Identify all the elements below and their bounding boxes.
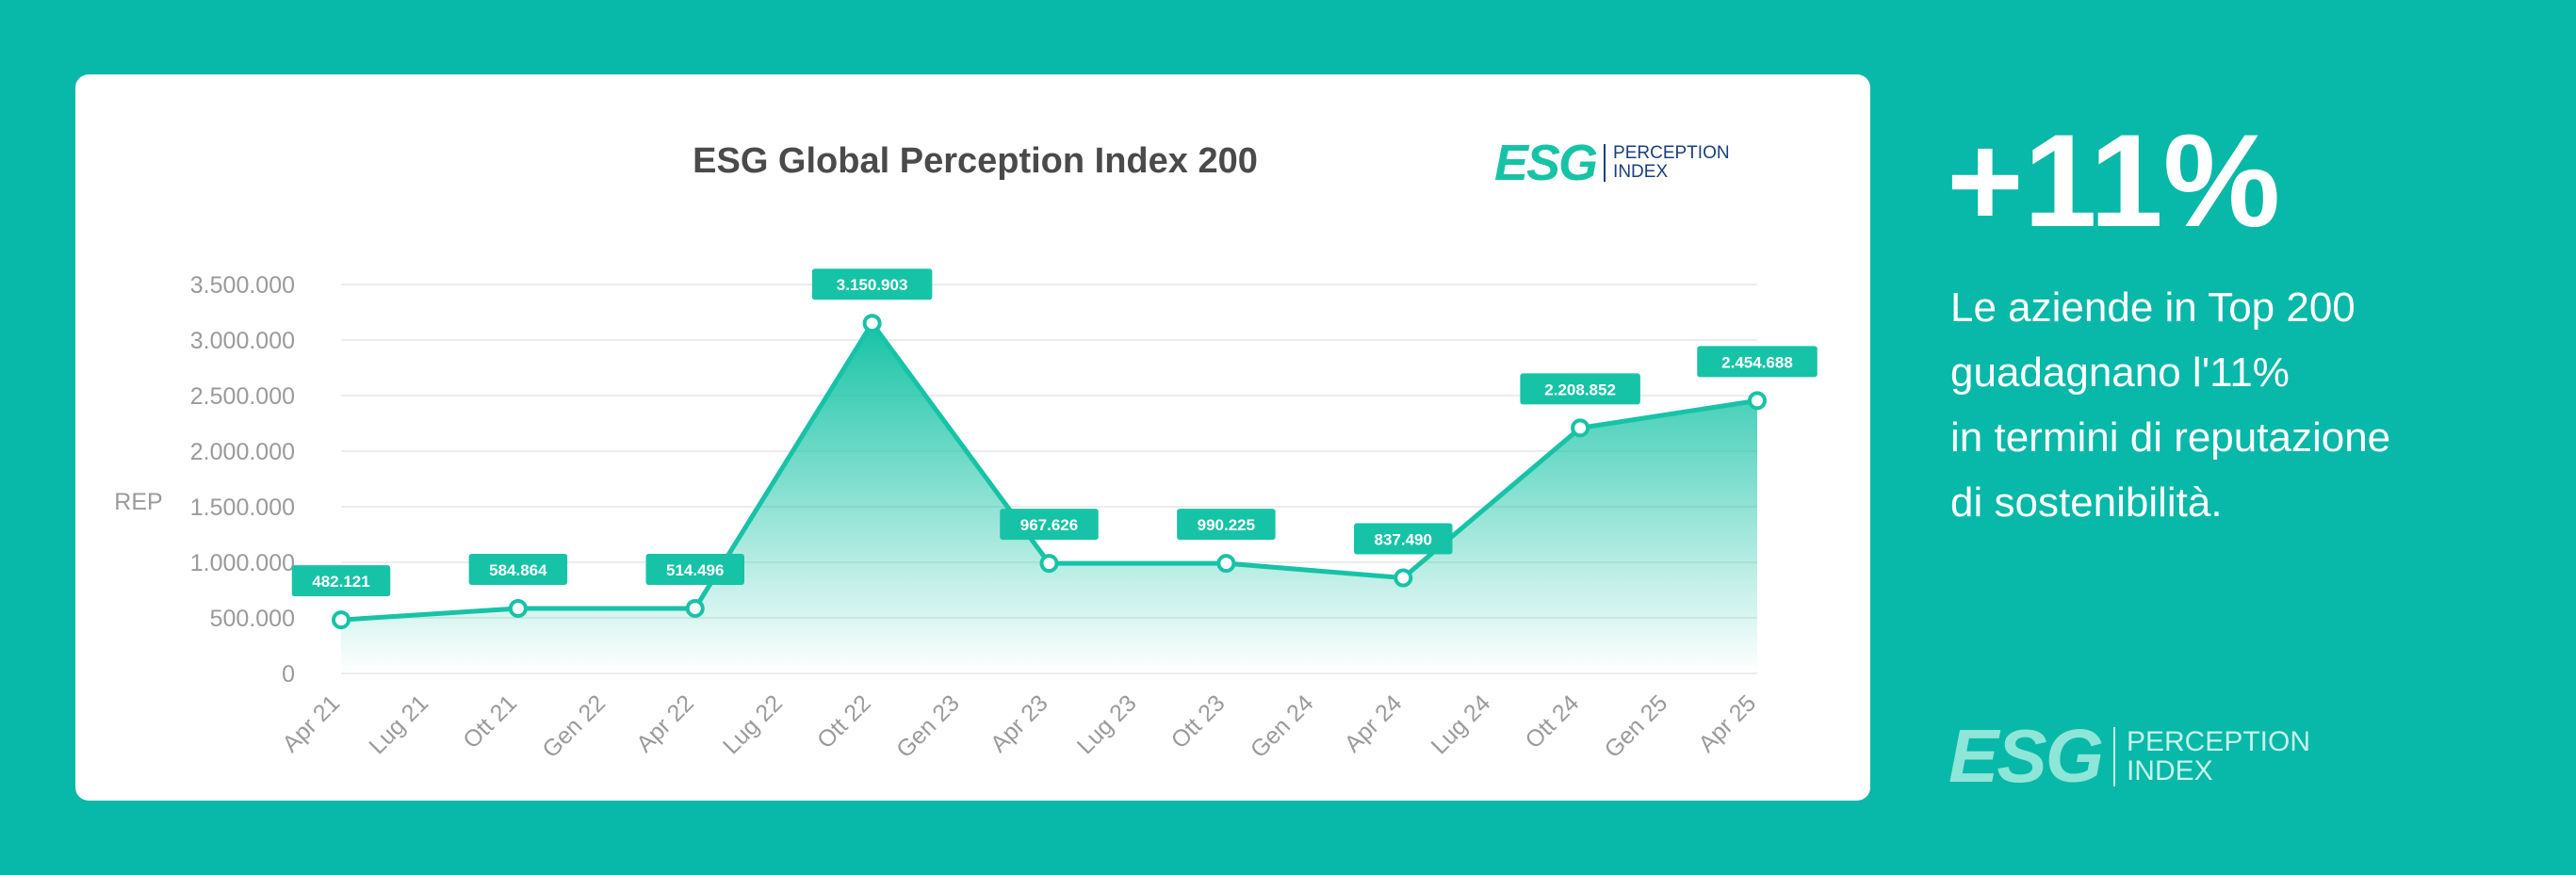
y-tick-label: 2.000.000: [190, 439, 295, 465]
data-point: [1216, 554, 1236, 574]
chart-title: ESG Global Perception Index 200: [693, 141, 1258, 181]
esg-logo-line2: INDEX: [2126, 755, 2213, 786]
y-tick-label: 3.000.000: [190, 328, 295, 354]
data-label: 990.225: [1198, 516, 1255, 534]
y-tick-label: 3.500.000: [190, 272, 295, 299]
data-label-box: [291, 565, 391, 597]
x-tick-label: Apr 23: [986, 689, 1053, 757]
data-point: [1571, 418, 1590, 438]
description-line: in termini di reputazione: [1950, 414, 2391, 461]
esg-logo: ESG PERCEPTION INDEX: [1494, 138, 1730, 188]
x-tick-label: Lug 23: [1072, 689, 1142, 759]
esg-logo-mark: ESG: [1494, 135, 1598, 191]
description-line: Le aziende in Top 200: [1950, 284, 2356, 331]
y-tick-label: 1.500.000: [190, 494, 295, 521]
x-tick-label: Gen 23: [891, 689, 965, 763]
x-tick-label: Apr 21: [277, 689, 345, 757]
x-tick-label: Gen 24: [1246, 689, 1319, 763]
data-labels: 482.121 584.864 514.496 3.150.903 967.626 990…: [291, 268, 1818, 597]
description: Le aziende in Top 200 guadagnano l'11% i…: [1950, 275, 2390, 535]
x-tick-label: Apr 24: [1340, 689, 1408, 757]
x-tick-label: Apr 22: [631, 689, 699, 757]
data-label: 482.121: [312, 573, 369, 591]
data-point: [1394, 568, 1413, 588]
esg-logo-line1: PERCEPTION: [1613, 143, 1730, 164]
data-label-box: [1177, 509, 1276, 541]
data-label-box: [1520, 373, 1640, 405]
data-label-box: [811, 268, 933, 300]
x-tick-label: Gen 22: [537, 689, 611, 763]
data-points: [332, 314, 1767, 630]
data-point: [1039, 554, 1059, 574]
data-label-box: [468, 553, 568, 585]
data-point: [332, 610, 351, 630]
esg-logo-line1: PERCEPTION: [2126, 725, 2310, 757]
esg-logo-mark: ESG: [1948, 714, 2104, 798]
x-tick-label: Ott 21: [458, 689, 522, 753]
data-label-box: [1354, 523, 1453, 555]
y-tick-label: 1.000.000: [190, 550, 295, 576]
esg-logo-text: PERCEPTION INDEX: [1604, 144, 1730, 182]
data-point: [685, 598, 705, 618]
x-tick-label: Lug 22: [718, 689, 788, 759]
data-label: 837.490: [1375, 531, 1432, 549]
description-line: guadagnano l'11%: [1950, 349, 2290, 396]
y-tick-label: 2.500.000: [190, 383, 295, 410]
data-point: [508, 598, 528, 618]
data-point: [862, 314, 882, 333]
description-line: di sostenibilità.: [1950, 479, 2223, 526]
esg-logo-line2: INDEX: [1613, 162, 1669, 182]
data-label: 2.208.852: [1544, 381, 1616, 398]
y-tick-label: 0: [282, 661, 295, 688]
y-axis-label: REP: [114, 489, 162, 515]
data-label-box: [1000, 509, 1099, 541]
esg-logo-text: PERCEPTION INDEX: [2112, 725, 2310, 786]
x-tick-label: Lug 21: [364, 689, 433, 759]
esg-logo-footer: ESG PERCEPTION INDEX: [1948, 719, 2310, 794]
data-label: 584.864: [489, 561, 547, 579]
data-label: 3.150.903: [837, 276, 908, 294]
x-tick-label: Ott 24: [1520, 689, 1584, 753]
y-tick-label: 500.000: [210, 606, 295, 632]
data-label: 514.496: [666, 561, 724, 579]
headline-stat: +11%: [1947, 106, 2281, 254]
data-label-box: [1697, 346, 1818, 378]
x-axis-ticks: Apr 21 Lug 21 Ott 21 Gen 22 Apr 22 Lug 22 Ott …: [277, 689, 1761, 763]
x-tick-label: Apr 25: [1693, 689, 1761, 757]
x-tick-label: Ott 23: [1166, 689, 1231, 753]
data-label: 967.626: [1020, 516, 1078, 534]
data-label-box: [645, 553, 744, 585]
data-point: [1748, 391, 1767, 411]
y-axis-ticks: 0 500.000 1.000.000 1.500.000 2.000.000 2.500…: [190, 272, 295, 688]
data-label: 2.454.688: [1721, 353, 1793, 371]
x-tick-label: Gen 25: [1600, 689, 1673, 763]
x-tick-label: Lug 24: [1427, 689, 1496, 759]
x-tick-label: Ott 22: [812, 689, 876, 753]
